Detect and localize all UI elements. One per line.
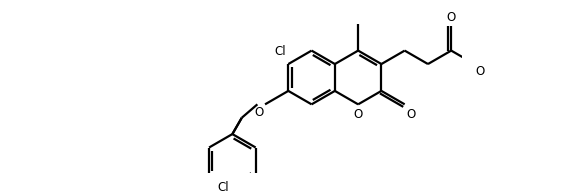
Text: Cl: Cl	[274, 45, 286, 58]
Text: Cl: Cl	[217, 181, 229, 193]
Text: O: O	[447, 11, 456, 24]
Text: O: O	[476, 65, 485, 78]
Text: O: O	[353, 108, 363, 121]
Text: O: O	[407, 108, 416, 121]
Text: O: O	[255, 106, 264, 119]
